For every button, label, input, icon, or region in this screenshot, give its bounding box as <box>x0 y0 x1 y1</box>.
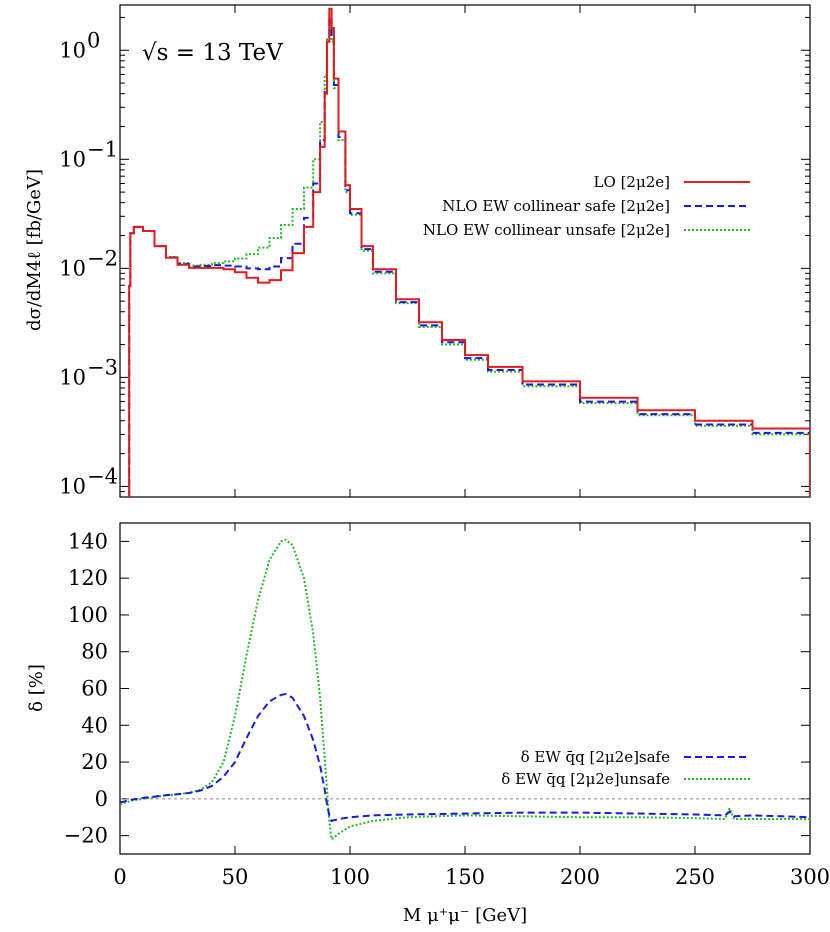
y-tick-exponent: 0 <box>87 28 100 52</box>
y-tick-label: 140 <box>68 529 108 553</box>
y-tick-exponent: −4 <box>87 464 118 488</box>
top-legend-label-2: NLO EW collinear unsafe [2μ2e] <box>423 221 670 239</box>
y-tick-label: 10 <box>59 365 86 389</box>
y-tick-label: 60 <box>81 677 108 701</box>
bottom-series-group <box>120 538 810 842</box>
x-tick-label: 150 <box>445 865 485 889</box>
x-tick-label: 250 <box>675 865 715 889</box>
bottom-y-axis-label: δ [%] <box>26 664 47 712</box>
top-legend-label-1: NLO EW collinear safe [2μ2e] <box>442 197 670 215</box>
y-tick-label: 80 <box>81 640 108 664</box>
y-tick-label: 100 <box>68 603 108 627</box>
bottom-plot-area <box>119 522 811 855</box>
top-series-0 <box>128 7 810 497</box>
y-tick-label: 40 <box>81 713 108 737</box>
energy-annotation: √s = 13 TeV <box>142 40 283 66</box>
top-legend-label-0: LO [2μ2e] <box>594 173 670 191</box>
bottom-legend-label-1: δ EW q̄q [2μ2e]unsafe <box>501 770 670 788</box>
top-plot-area <box>119 4 811 498</box>
bottom-series-1 <box>120 538 810 842</box>
bottom-legend-label-0: δ EW q̄q [2μ2e]safe <box>521 748 671 766</box>
y-tick-label: 10 <box>59 38 86 62</box>
top-y-axis-label: dσ/dM4ℓ [fb/GeV] <box>24 169 45 331</box>
y-tick-label: −20 <box>64 824 108 848</box>
y-tick-label: 10 <box>59 256 86 280</box>
y-tick-label: 0 <box>95 787 108 811</box>
y-tick-exponent: −2 <box>87 246 118 270</box>
y-tick-label: 10 <box>59 147 86 171</box>
x-tick-label: 100 <box>330 865 370 889</box>
legend-group: LO [2μ2e] NLO EW collinear safe [2μ2e] NLO… <box>423 173 750 788</box>
y-tick-label: 120 <box>68 566 108 590</box>
top-series-group <box>128 7 810 497</box>
x-tick-label: 50 <box>222 865 249 889</box>
x-axis-label: M μ⁺μ⁻ [GeV] <box>403 905 527 926</box>
bottom-series-0 <box>120 692 810 823</box>
x-tick-label: 300 <box>790 865 830 889</box>
x-tick-label: 0 <box>113 865 126 889</box>
top-series-1 <box>128 16 810 497</box>
y-tick-exponent: −3 <box>87 355 118 379</box>
x-tick-label: 200 <box>560 865 600 889</box>
y-tick-exponent: −1 <box>87 137 118 161</box>
y-tick-label: 20 <box>81 750 108 774</box>
y-tick-label: 10 <box>59 474 86 498</box>
